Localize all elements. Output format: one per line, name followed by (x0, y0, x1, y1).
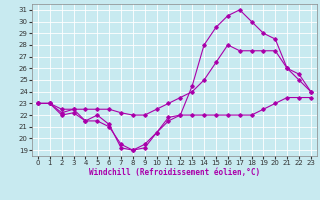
X-axis label: Windchill (Refroidissement éolien,°C): Windchill (Refroidissement éolien,°C) (89, 168, 260, 177)
